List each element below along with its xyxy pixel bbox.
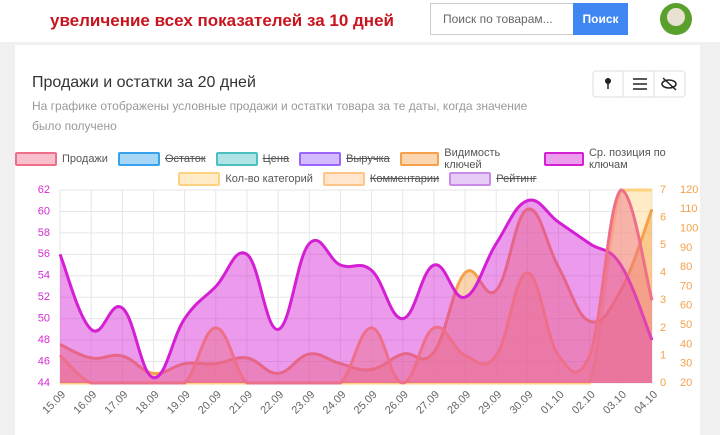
list-icon[interactable] [633, 78, 647, 90]
y3-tick-label: 80 [680, 261, 692, 273]
legend-item[interactable]: Кол-во категорий [178, 172, 313, 186]
y-tick-label: 56 [38, 248, 50, 260]
y3-tick-label: 20 [680, 377, 692, 389]
y-tick-label: 46 [38, 355, 50, 367]
x-tick-label: 02.10 [570, 389, 598, 417]
y3-tick-label: 120 [680, 184, 698, 196]
eye-slash [662, 77, 677, 91]
card-title: Продажи и остатки за 20 дней [32, 74, 256, 91]
search-input[interactable]: Поиск по товарам... [430, 3, 573, 35]
y2-tick-label: 0 [660, 377, 666, 389]
y2-tick-label: 4 [660, 267, 666, 279]
x-tick-label: 25.09 [352, 389, 380, 417]
y3-tick-label: 30 [680, 358, 692, 370]
x-tick-label: 19.09 [165, 389, 193, 417]
x-tick-label: 15.09 [40, 389, 68, 417]
x-tick-label: 03.10 [601, 389, 629, 417]
x-tick-label: 16.09 [71, 389, 99, 417]
series-line [58, 188, 654, 385]
legend-label: Остаток [164, 153, 206, 165]
y-tick-label: 48 [38, 334, 50, 346]
search-button[interactable]: Поиск [573, 3, 628, 35]
legend-swatch [449, 172, 492, 186]
legend-item[interactable]: Выручка [299, 152, 390, 166]
x-tick-label: 21.09 [227, 389, 255, 417]
legend-item[interactable]: Видимость ключей [399, 147, 535, 171]
legend-swatch [544, 152, 584, 166]
x-tick-label: 01.10 [539, 389, 567, 417]
legend-swatch [178, 172, 221, 186]
top-bar: увеличение всех показателей за 10 дней П… [0, 0, 720, 42]
y3-tick-label: 60 [680, 300, 692, 312]
legend-item[interactable]: Остаток [117, 152, 206, 166]
legend-row: Продажи Остаток Цена Выручка Видимость ключе… [15, 147, 700, 171]
y3-tick-label: 100 [680, 223, 698, 235]
avatar-layer [660, 3, 692, 35]
y-tick-label: 44 [38, 377, 50, 389]
eye-icon[interactable] [661, 79, 677, 89]
legend-swatch [399, 152, 440, 166]
legend-item[interactable]: Цена [215, 152, 290, 166]
y3-tick-label: 90 [680, 242, 692, 254]
y-tick-label: 52 [38, 291, 50, 303]
card-subtitle: На графике отображены условные продажи и… [32, 99, 528, 133]
y-tick-label: 60 [38, 205, 50, 217]
y-tick-label: 58 [38, 227, 50, 239]
x-tick-label: 04.10 [632, 389, 660, 417]
series-line [58, 198, 654, 380]
x-tick-label: 17.09 [103, 389, 131, 417]
y3-tick-label: 70 [680, 280, 692, 292]
legend-row: Кол-во категорий Комментарии Рейтинг [15, 169, 700, 189]
x-tick-label: 23.09 [289, 389, 317, 417]
y2-tick-label: 7 [660, 184, 666, 196]
legend-item[interactable]: Ср. позиция по ключам [544, 147, 700, 171]
x-tick-label: 22.09 [258, 389, 286, 417]
legend-label: Рейтинг [496, 173, 537, 185]
y2-tick-label: 3 [660, 294, 666, 306]
y-tick-label: 54 [38, 270, 50, 282]
x-tick-label: 20.09 [196, 389, 224, 417]
x-tick-label: 30.09 [508, 389, 536, 417]
legend: Продажи Остаток Цена Выручка Видимость ключе… [15, 147, 700, 189]
legend-label: Комментарии [369, 173, 440, 185]
legend-item[interactable]: Рейтинг [449, 172, 537, 186]
legend-swatch [15, 152, 57, 166]
legend-label: Видимость ключей [444, 147, 501, 171]
y3-tick-label: 40 [680, 338, 692, 350]
legend-swatch [322, 172, 365, 186]
legend-label: Цена [262, 153, 290, 165]
y3-tick-label: 110 [680, 203, 698, 215]
legend-swatch [299, 152, 342, 166]
x-tick-label: 27.09 [414, 389, 442, 417]
x-tick-label: 24.09 [321, 389, 349, 417]
x-tick-label: 18.09 [134, 389, 162, 417]
legend-label: Ср. позиция по ключам [588, 147, 666, 171]
legend-label: Кол-во категорий [225, 173, 313, 185]
y-tick-label: 62 [38, 184, 50, 196]
banner-title: увеличение всех показателей за 10 дней [50, 11, 394, 30]
avatar-face [667, 8, 685, 26]
x-tick-label: 26.09 [383, 389, 411, 417]
x-tick-label: 29.09 [476, 389, 504, 417]
legend-label: Продажи [62, 153, 108, 165]
legend-item[interactable]: Комментарии [322, 172, 440, 186]
y-tick-label: 50 [38, 313, 50, 325]
chart: 15.09 16.09 17.09 18.09 19.09 20.09 21.09 22.09… [38, 184, 699, 417]
y2-tick-label: 1 [660, 349, 666, 361]
card-tools [592, 70, 686, 98]
y2-tick-label: 5 [660, 239, 666, 251]
x-tick-label: 28.09 [445, 389, 473, 417]
y3-tick-label: 50 [680, 319, 692, 331]
legend-label: Выручка [346, 153, 390, 165]
legend-swatch [215, 152, 258, 166]
y2-tick-label: 6 [660, 211, 666, 223]
legend-swatch [117, 152, 160, 166]
legend-item[interactable]: Продажи [15, 152, 108, 166]
y2-tick-label: 2 [660, 322, 666, 334]
